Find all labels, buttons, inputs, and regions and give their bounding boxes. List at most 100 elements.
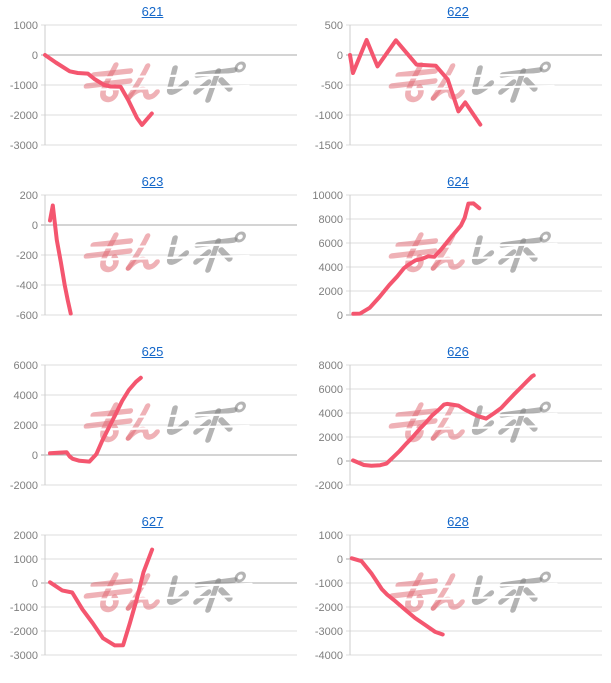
data-series-line xyxy=(48,547,155,648)
minrepo-watermark xyxy=(78,571,253,613)
chart-624-plot: 10000 8000 6000 4000 2000 0 xyxy=(312,190,602,322)
minrepo-watermark xyxy=(383,571,558,613)
y-axis-tick-label: -1500 xyxy=(315,140,343,152)
y-axis-tick-label: -4000 xyxy=(315,650,343,662)
watermark-speed-lines xyxy=(78,582,253,602)
minrepo-watermark xyxy=(78,401,253,443)
y-axis-tick-label: 8000 xyxy=(319,360,343,372)
chart-cell-626: 626 8000 6000 4000 2000 0 -2000 xyxy=(305,340,611,510)
watermark-gray-part xyxy=(471,401,551,443)
y-axis-tick-label: 500 xyxy=(325,20,343,32)
data-series-line xyxy=(48,375,143,464)
chart-626-link[interactable]: 626 xyxy=(447,344,469,359)
chart-cell-628: 628 1000 0 -1000 -2000 -3000 -4000 xyxy=(305,510,611,680)
y-axis-tick-label: -2000 xyxy=(10,626,38,638)
chart-628-plot: 1000 0 -1000 -2000 -3000 -4000 xyxy=(315,530,602,662)
chart-621-link[interactable]: 621 xyxy=(141,4,164,19)
data-series-line xyxy=(351,201,482,316)
y-axis-tick-label: 4000 xyxy=(319,262,343,274)
y-axis-tick-label: -1000 xyxy=(315,578,343,590)
chart-627-plot: 2000 1000 0 -1000 -2000 -3000 xyxy=(10,530,297,662)
chart-cell-627: 627 2000 1000 0 -1000 -2000 -3000 xyxy=(0,510,305,680)
y-axis-tick-label: -3000 xyxy=(315,626,343,638)
y-axis-tick-label: -500 xyxy=(321,80,343,92)
y-axis-tick-label: -400 xyxy=(16,280,38,292)
y-axis-tick-label: 0 xyxy=(337,554,343,566)
watermark-gray-part xyxy=(471,231,551,273)
chart-cell-623: 623 200 0 -200 -400 -600 xyxy=(0,170,305,340)
chart-cell-625: 625 6000 4000 2000 0 -2000 xyxy=(0,340,305,510)
chart-cell-622: 622 500 0 -500 -1000 -1500 xyxy=(305,0,611,170)
y-axis-tick-label: 6000 xyxy=(14,360,38,372)
y-axis-tick-label: 0 xyxy=(32,578,38,590)
y-axis-tick-label: 10000 xyxy=(312,190,343,202)
chart-623-link[interactable]: 623 xyxy=(141,174,164,189)
chart-622-link[interactable]: 622 xyxy=(447,4,469,19)
y-axis-tick-label: -1000 xyxy=(10,602,38,614)
y-axis-tick-label: 1000 xyxy=(14,20,38,32)
y-axis-tick-label: -3000 xyxy=(10,140,38,152)
watermark-gray-part xyxy=(471,571,551,613)
data-series-line xyxy=(349,556,445,637)
y-axis-tick-label: 4000 xyxy=(319,408,343,420)
chart-622-plot: 500 0 -500 -1000 -1500 xyxy=(315,20,602,152)
y-axis-tick-label: 6000 xyxy=(319,384,343,396)
watermark-gray-part xyxy=(166,571,246,613)
minrepo-watermark xyxy=(383,61,558,103)
y-axis-tick-label: 2000 xyxy=(14,530,38,542)
minrepo-watermark xyxy=(78,61,253,103)
y-axis-tick-label: 2000 xyxy=(319,432,343,444)
data-series-line xyxy=(351,373,536,468)
watermark-pink-part xyxy=(388,62,465,103)
chart-625-plot: 6000 4000 2000 0 -2000 xyxy=(10,360,297,492)
y-axis-tick-label: -2000 xyxy=(315,480,343,492)
y-axis-tick-label: -3000 xyxy=(10,650,38,662)
y-axis-tick-label: -1000 xyxy=(10,80,38,92)
watermark-speed-lines xyxy=(383,582,558,602)
y-axis-tick-label: 0 xyxy=(337,310,343,322)
chart-621-plot: 1000 0 -1000 -2000 -3000 xyxy=(10,20,297,152)
y-axis-tick-label: 0 xyxy=(337,456,343,468)
watermark-speed-lines xyxy=(383,242,558,262)
y-axis-tick-label: -2000 xyxy=(10,480,38,492)
data-series-line xyxy=(48,203,73,316)
y-axis-tick-label: 8000 xyxy=(319,214,343,226)
chart-cell-624: 624 10000 8000 6000 4000 2000 0 xyxy=(305,170,611,340)
chart-cell-621: 621 1000 0 -1000 -2000 -3000 xyxy=(0,0,305,170)
y-axis-tick-label: -1000 xyxy=(315,110,343,122)
y-axis-tick-label: 4000 xyxy=(14,390,38,402)
y-axis-tick-label: 1000 xyxy=(14,554,38,566)
y-axis-tick-label: 2000 xyxy=(319,286,343,298)
y-axis-tick-label: -200 xyxy=(16,250,38,262)
watermark-gray-part xyxy=(166,401,246,443)
watermark-gray-part xyxy=(166,231,246,273)
chart-628-link[interactable]: 628 xyxy=(447,514,469,529)
chart-623-plot: 200 0 -200 -400 -600 xyxy=(16,190,297,322)
watermark-gray-part xyxy=(471,61,551,103)
y-axis-tick-label: 0 xyxy=(32,220,38,232)
watermark-speed-lines xyxy=(78,242,253,262)
y-axis-tick-label: 0 xyxy=(337,50,343,62)
chart-627-link[interactable]: 627 xyxy=(141,514,164,529)
minrepo-watermark xyxy=(78,231,253,273)
watermark-gray-part xyxy=(166,61,246,103)
watermark-pink-part xyxy=(83,572,160,613)
watermark-pink-part xyxy=(388,232,465,273)
y-axis-tick-label: 2000 xyxy=(14,420,38,432)
watermark-speed-lines xyxy=(383,412,558,432)
y-axis-tick-label: -600 xyxy=(16,310,38,322)
data-series-line xyxy=(43,53,154,127)
chart-624-link[interactable]: 624 xyxy=(447,174,469,189)
watermark-speed-lines xyxy=(383,72,558,92)
chart-626-plot: 8000 6000 4000 2000 0 -2000 xyxy=(315,360,602,492)
minrepo-watermark xyxy=(383,401,558,443)
watermark-pink-part xyxy=(388,572,465,613)
y-axis-tick-label: 6000 xyxy=(319,238,343,250)
chart-625-link[interactable]: 625 xyxy=(141,344,164,359)
y-axis-tick-label: 0 xyxy=(32,450,38,462)
y-axis-tick-label: -2000 xyxy=(315,602,343,614)
data-series-line xyxy=(348,38,483,127)
watermark-pink-part xyxy=(83,402,160,443)
y-axis-tick-label: 1000 xyxy=(319,530,343,542)
